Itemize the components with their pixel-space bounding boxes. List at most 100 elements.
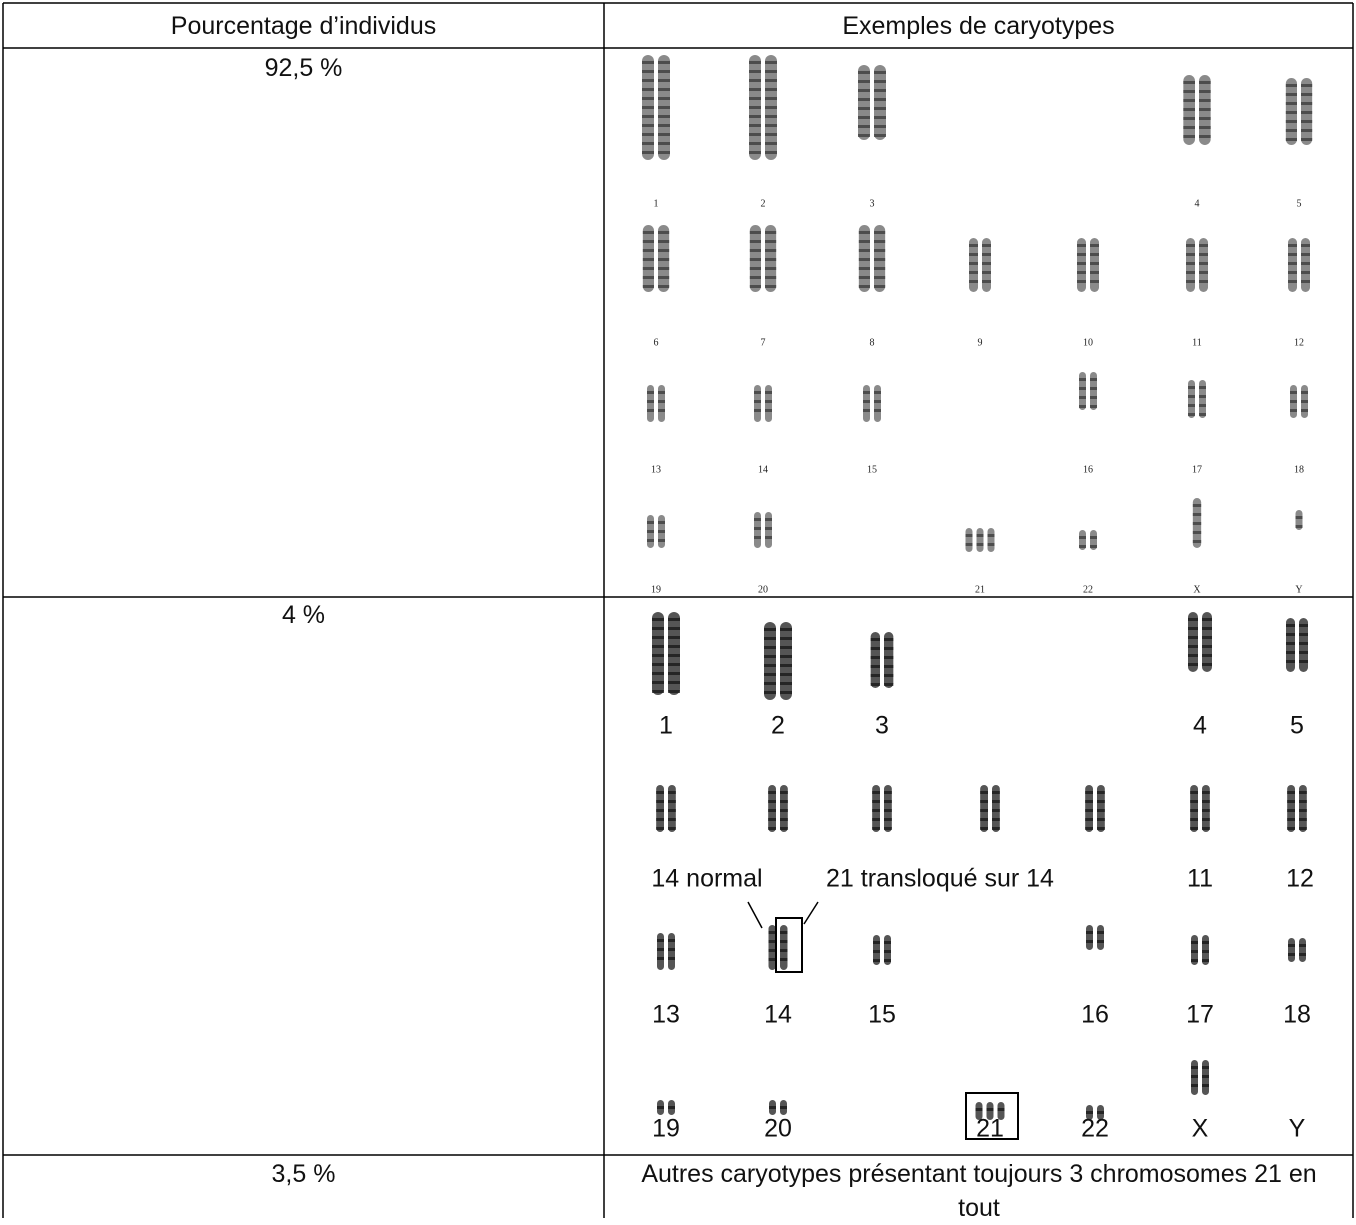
- band: [874, 285, 886, 288]
- band: [1097, 931, 1104, 934]
- band: [1287, 800, 1295, 803]
- chromosome: [976, 528, 984, 552]
- band: [764, 655, 776, 658]
- band: [642, 133, 654, 136]
- chromosome: [780, 622, 792, 700]
- band: [749, 88, 761, 91]
- band: [1183, 99, 1195, 102]
- band: [764, 646, 776, 649]
- header-cell: Exemples de caryotypes: [842, 12, 1115, 40]
- band: [858, 125, 870, 128]
- band: [1287, 827, 1295, 830]
- band: [874, 89, 886, 92]
- band: [1301, 253, 1310, 256]
- band: [1202, 645, 1212, 648]
- band: [884, 959, 891, 962]
- band: [1199, 280, 1208, 283]
- chromosome: [657, 933, 664, 970]
- band: [1090, 396, 1097, 399]
- band: [657, 939, 664, 942]
- band: [656, 818, 664, 821]
- band: [1199, 253, 1208, 256]
- band: [870, 665, 880, 668]
- band: [965, 534, 973, 537]
- band: [1301, 129, 1313, 132]
- band: [1299, 800, 1307, 803]
- band: [858, 276, 870, 279]
- band: [1183, 117, 1195, 120]
- chromosome-number: 11: [1187, 865, 1213, 893]
- band: [1202, 950, 1209, 953]
- chromosome-number: 1: [659, 712, 673, 740]
- chromosome: [1079, 372, 1086, 410]
- band: [1202, 827, 1210, 830]
- band: [874, 107, 886, 110]
- chromosome: [1299, 938, 1306, 962]
- band: [1285, 111, 1297, 114]
- band: [1199, 99, 1211, 102]
- band: [1288, 280, 1297, 283]
- band: [1299, 809, 1307, 812]
- band: [1085, 791, 1093, 794]
- band: [642, 285, 654, 288]
- band: [1199, 244, 1208, 247]
- band: [982, 262, 991, 265]
- band: [1301, 400, 1308, 403]
- chromosome-number: 20: [758, 584, 768, 595]
- band: [768, 931, 776, 934]
- band: [1192, 513, 1202, 516]
- band: [969, 271, 978, 274]
- band: [1191, 1066, 1198, 1069]
- band: [642, 79, 654, 82]
- band: [642, 124, 654, 127]
- band: [1077, 271, 1086, 274]
- band: [668, 809, 676, 812]
- chromosome: [1090, 372, 1097, 410]
- chromosome: [647, 385, 654, 422]
- band: [863, 391, 870, 394]
- band: [668, 663, 680, 666]
- percent-cell: 92,5 %: [264, 54, 343, 82]
- band: [658, 267, 670, 270]
- band: [1085, 809, 1093, 812]
- band: [992, 791, 1000, 794]
- band: [1199, 135, 1211, 138]
- band: [765, 124, 777, 127]
- band: [870, 647, 880, 650]
- band: [1097, 827, 1105, 830]
- band: [1199, 413, 1206, 416]
- pointer: [803, 901, 819, 925]
- band: [1186, 262, 1195, 265]
- band: [652, 618, 664, 621]
- band: [765, 115, 777, 118]
- band: [874, 98, 886, 101]
- band: [1186, 253, 1195, 256]
- band: [975, 1108, 983, 1111]
- band: [1079, 387, 1086, 390]
- band: [1079, 536, 1086, 539]
- band: [1290, 409, 1297, 412]
- band: [870, 683, 880, 686]
- band: [1199, 404, 1206, 407]
- band: [1190, 800, 1198, 803]
- band: [647, 521, 654, 524]
- band: [768, 800, 776, 803]
- band: [765, 258, 777, 261]
- band: [874, 400, 881, 403]
- band: [1202, 663, 1212, 666]
- band: [749, 133, 761, 136]
- band: [1285, 129, 1297, 132]
- band: [1186, 244, 1195, 247]
- band: [1288, 953, 1295, 956]
- band: [1301, 93, 1313, 96]
- band: [780, 791, 788, 794]
- band: [1285, 102, 1297, 105]
- percent-cell: 3,5 %: [271, 1160, 336, 1188]
- band: [647, 530, 654, 533]
- band: [1199, 262, 1208, 265]
- band: [749, 106, 761, 109]
- band: [858, 258, 870, 261]
- band: [668, 1106, 675, 1109]
- band: [858, 98, 870, 101]
